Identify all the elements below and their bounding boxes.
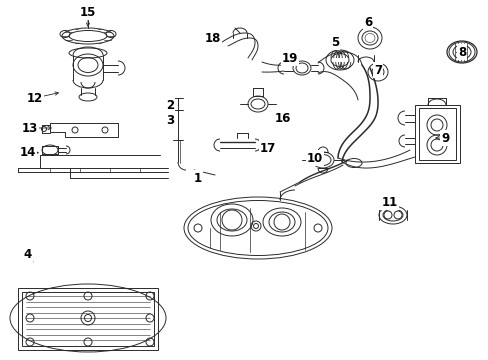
Text: 1: 1 <box>194 171 202 185</box>
Text: 2: 2 <box>165 99 174 112</box>
Ellipse shape <box>292 61 310 75</box>
Text: 13: 13 <box>22 122 38 135</box>
Text: 7: 7 <box>373 63 381 77</box>
Text: 6: 6 <box>363 15 371 28</box>
Bar <box>418 108 455 160</box>
Text: 3: 3 <box>165 113 174 126</box>
Text: 9: 9 <box>440 131 448 144</box>
Ellipse shape <box>73 54 103 76</box>
Text: 10: 10 <box>306 152 323 165</box>
Text: 8: 8 <box>457 45 465 59</box>
Ellipse shape <box>247 96 267 112</box>
Bar <box>18 288 158 350</box>
Ellipse shape <box>378 206 406 224</box>
Text: 14: 14 <box>20 145 36 158</box>
Ellipse shape <box>62 28 114 44</box>
Text: 12: 12 <box>27 91 43 104</box>
Bar <box>22 292 154 346</box>
Text: 4: 4 <box>24 248 32 261</box>
Ellipse shape <box>183 197 331 259</box>
Text: 16: 16 <box>274 112 290 125</box>
Ellipse shape <box>448 42 474 62</box>
Text: 18: 18 <box>204 32 221 45</box>
Text: 17: 17 <box>259 141 276 154</box>
Text: 11: 11 <box>381 195 397 208</box>
Text: 15: 15 <box>80 5 96 18</box>
Ellipse shape <box>311 152 333 168</box>
Text: 19: 19 <box>281 51 298 64</box>
Bar <box>414 105 459 163</box>
Ellipse shape <box>42 145 58 155</box>
Text: 5: 5 <box>330 36 339 49</box>
Ellipse shape <box>10 284 165 352</box>
